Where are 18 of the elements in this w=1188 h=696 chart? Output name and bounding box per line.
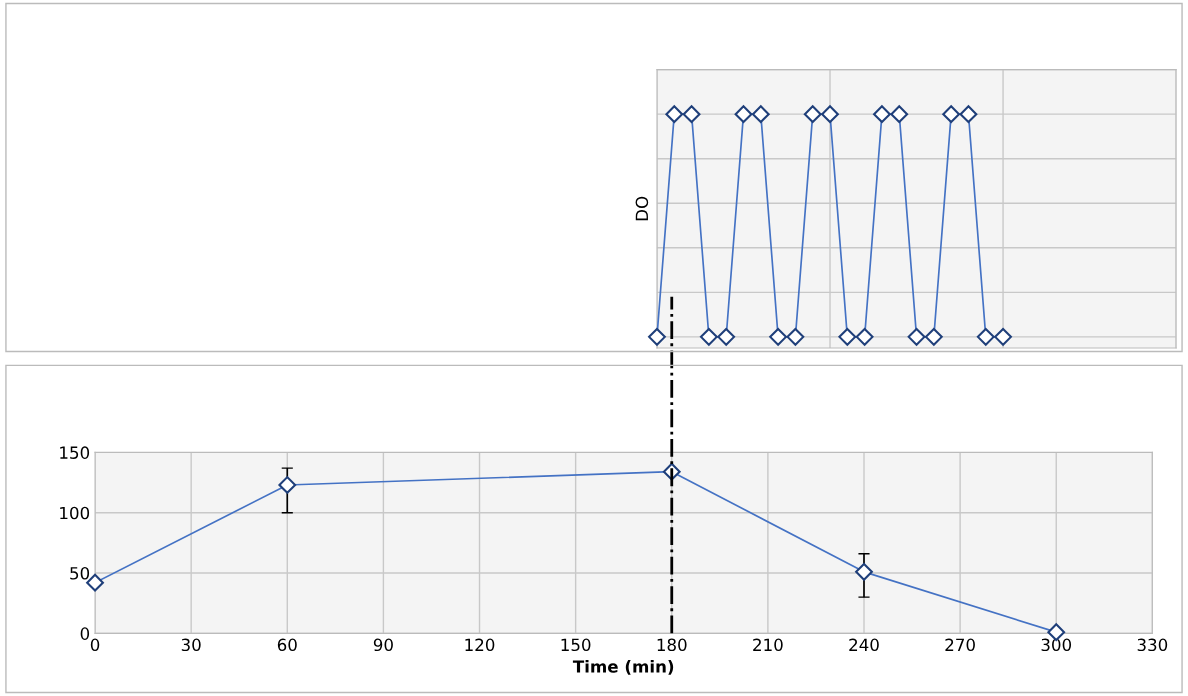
x-tick-label: 180 xyxy=(657,638,687,652)
y-tick-label: 150 xyxy=(60,446,90,459)
x-tick-label: 240 xyxy=(849,638,879,652)
x-tick-label: 120 xyxy=(465,638,495,652)
y-tick-label: 50 xyxy=(70,567,90,580)
x-tick-label: 150 xyxy=(561,638,591,652)
x-tick-label: 300 xyxy=(1041,638,1072,652)
x-tick-label: 60 xyxy=(277,638,297,652)
x-tick-label: 270 xyxy=(945,638,975,652)
x-tick-label: 0 xyxy=(90,638,100,652)
y-axis-title: DO xyxy=(635,196,649,221)
x-tick-label: 330 xyxy=(1137,638,1168,652)
y-tick-label: 100 xyxy=(60,506,90,520)
y-tick-label: 0 xyxy=(80,627,90,640)
x-tick-label: 210 xyxy=(753,638,783,652)
x-tick-label: 90 xyxy=(373,638,393,652)
x-tick-label: 30 xyxy=(181,638,201,652)
x-axis-title: Time (min) xyxy=(572,659,674,675)
